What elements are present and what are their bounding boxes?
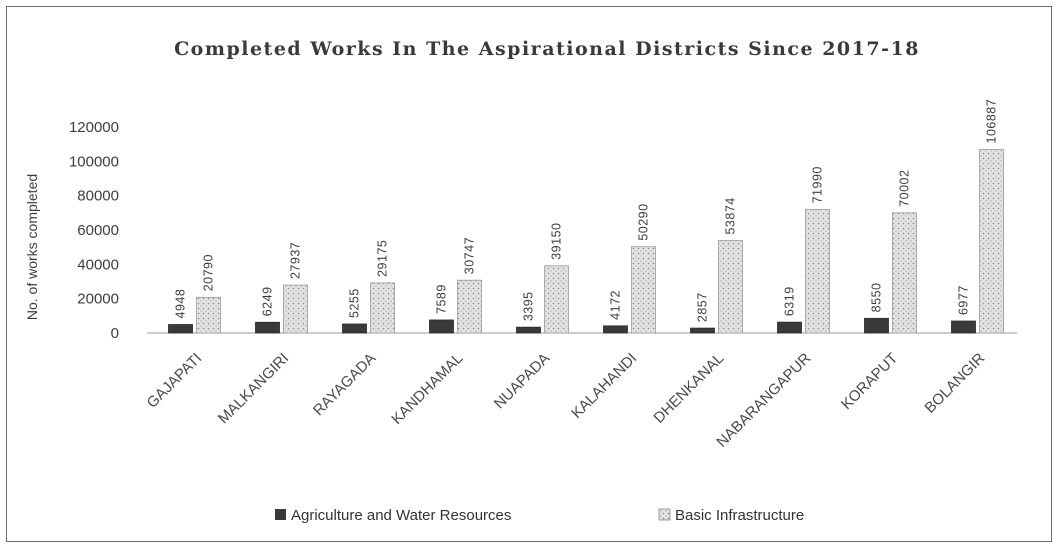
data-label-basic-infrastructure: 53874 [724, 197, 738, 234]
bar-basic-infrastructure [718, 240, 743, 334]
category-label: NABARANGAPUR [713, 350, 814, 451]
category-label: NUAPADA [491, 350, 554, 413]
chart-canvas: Completed Works In The Aspirational Dist… [24, 38, 1017, 524]
data-label-agriculture: 7589 [435, 284, 449, 314]
bar-agriculture-water [255, 321, 280, 334]
y-tick-label: 80000 [77, 188, 119, 205]
bar-agriculture-water [168, 324, 193, 334]
bar-basic-infrastructure [283, 284, 308, 334]
category-label: DHENKANAL [650, 350, 727, 427]
legend-swatch-agriculture [275, 509, 286, 520]
data-label-agriculture: 4948 [174, 289, 188, 319]
bars-group [168, 149, 1004, 334]
bar-basic-infrastructure [196, 296, 221, 334]
data-label-agriculture: 2857 [696, 292, 710, 322]
bar-basic-infrastructure [457, 279, 482, 334]
y-tick-label: 120000 [69, 119, 119, 136]
bar-agriculture-water [603, 325, 628, 334]
chart-frame: Completed Works In The Aspirational Dist… [6, 6, 1052, 542]
category-label: RAYAGADA [310, 350, 379, 419]
bar-basic-infrastructure [892, 212, 917, 334]
data-label-agriculture: 6977 [957, 285, 971, 315]
data-label-agriculture: 6319 [783, 286, 797, 316]
data-label-basic-infrastructure: 71990 [811, 166, 825, 203]
category-label: BOLANGIR [921, 350, 988, 417]
bar-agriculture-water [516, 326, 541, 334]
data-label-basic-infrastructure: 106887 [985, 99, 999, 144]
data-label-agriculture: 3395 [522, 291, 536, 321]
data-label-agriculture: 5255 [348, 288, 362, 318]
data-label-basic-infrastructure: 30747 [463, 237, 477, 274]
category-label: GAJAPATI [144, 350, 206, 412]
bar-agriculture-water [429, 319, 454, 334]
y-axis-title: No. of works completed [24, 174, 40, 320]
legend: Agriculture and Water Resources Basic In… [275, 507, 804, 524]
category-labels-group: GAJAPATI MALKANGIRI RAYAGADA KANDHAMAL NUAPA… [144, 350, 989, 451]
bar-basic-infrastructure [979, 149, 1004, 334]
y-tick-label: 60000 [77, 222, 119, 239]
bar-agriculture-water [864, 317, 889, 334]
category-label: KALAHANDI [568, 350, 640, 422]
bar-agriculture-water [342, 323, 367, 334]
category-label: KANDHAMAL [388, 350, 466, 428]
data-label-basic-infrastructure: 20790 [202, 254, 216, 291]
y-tick-label: 40000 [77, 256, 119, 273]
legend-swatch-basic-infrastructure [658, 508, 671, 521]
bar-basic-infrastructure [370, 282, 395, 334]
bar-agriculture-water [777, 321, 802, 334]
y-axis-ticks: 0 20000 40000 60000 80000 100000 120000 [69, 119, 119, 342]
bar-basic-infrastructure [544, 265, 569, 334]
y-tick-label: 100000 [69, 153, 119, 170]
data-label-basic-infrastructure: 70002 [898, 170, 912, 207]
y-tick-label: 20000 [77, 291, 119, 308]
data-label-basic-infrastructure: 39150 [550, 223, 564, 260]
legend-label-basic-infrastructure: Basic Infrastructure [675, 507, 804, 524]
data-label-agriculture: 8550 [870, 283, 884, 313]
data-label-basic-infrastructure: 27937 [289, 242, 303, 279]
chart-title: Completed Works In The Aspirational Dist… [174, 38, 920, 60]
y-tick-label: 0 [111, 325, 119, 342]
bar-basic-infrastructure [631, 246, 656, 334]
data-label-basic-infrastructure: 50290 [637, 203, 651, 240]
legend-label-agriculture: Agriculture and Water Resources [291, 507, 511, 524]
bar-agriculture-water [690, 327, 715, 334]
data-label-agriculture: 6249 [261, 286, 275, 316]
data-label-basic-infrastructure: 29175 [376, 240, 390, 277]
category-label: KORAPUT [838, 350, 901, 413]
bar-basic-infrastructure [805, 209, 830, 334]
category-label: MALKANGIRI [215, 350, 292, 427]
data-labels-group: 4948 20790 6249 27937 5255 29175 7589 30747 3395… [174, 99, 999, 322]
bar-agriculture-water [951, 320, 976, 334]
data-label-agriculture: 4172 [609, 290, 623, 320]
